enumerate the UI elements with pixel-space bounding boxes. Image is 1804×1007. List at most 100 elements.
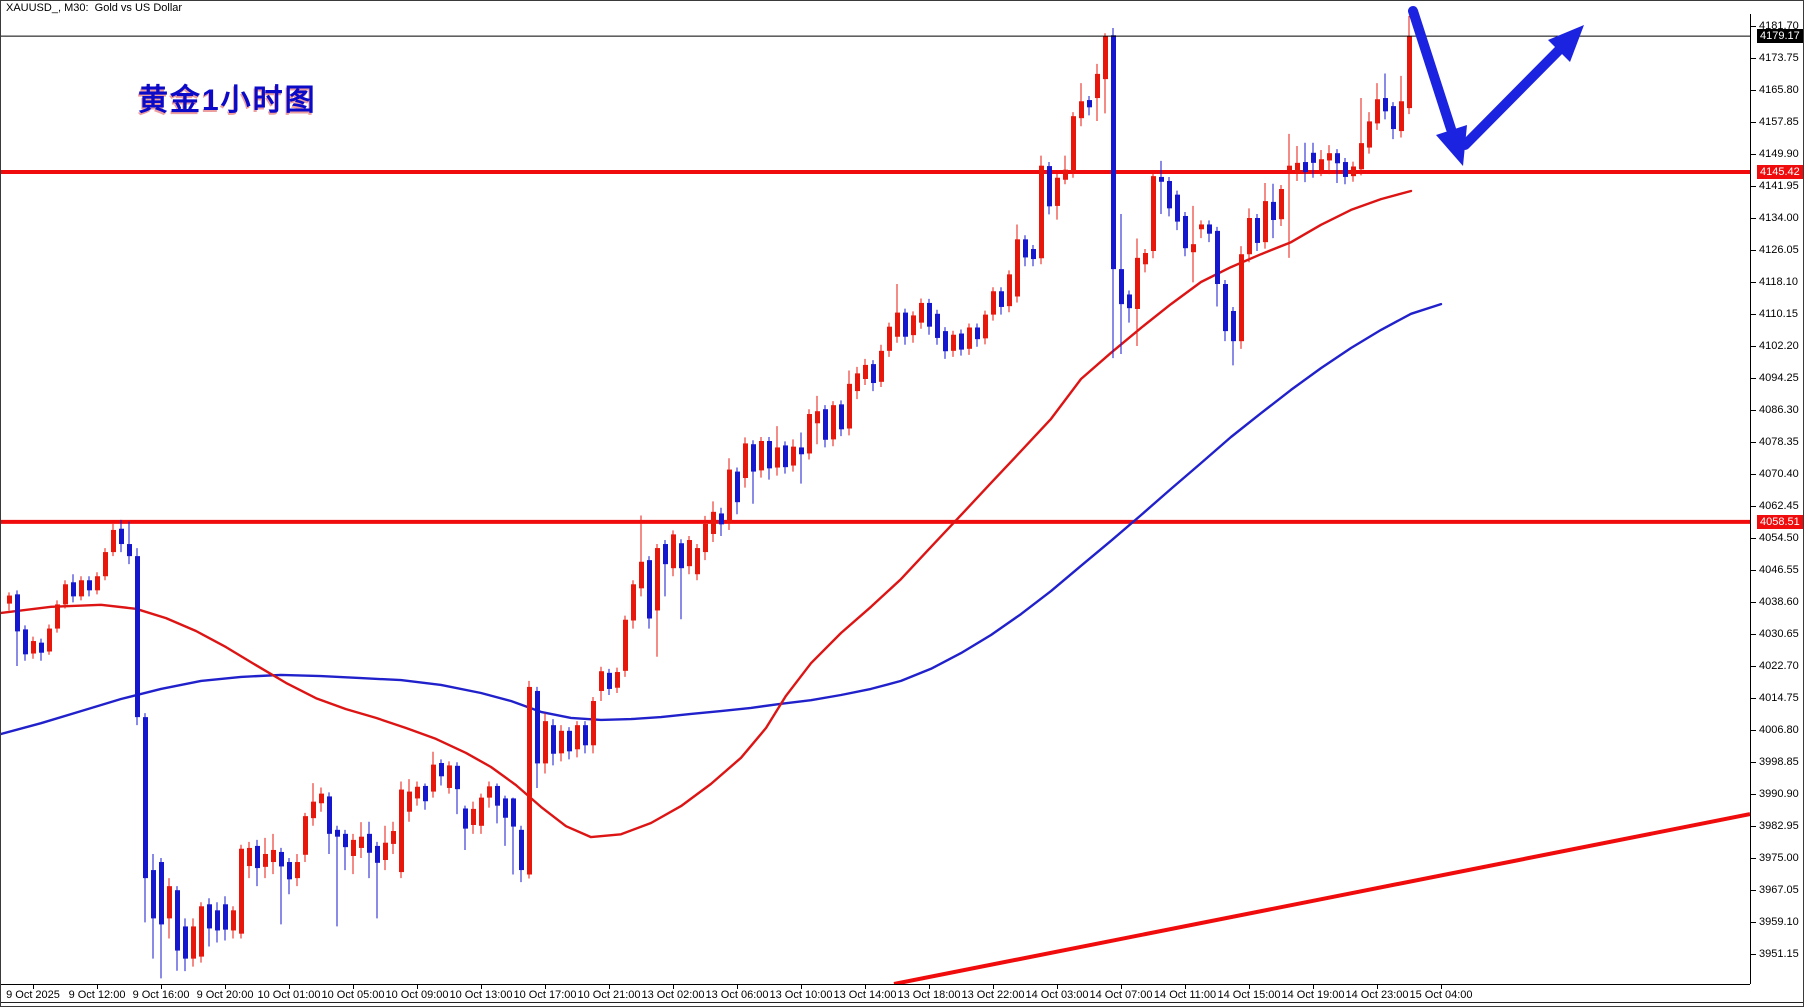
time-tick-mark xyxy=(33,985,34,989)
time-tick-label: 13 Oct 10:00 xyxy=(769,989,833,1001)
time-tick-mark xyxy=(801,985,802,989)
price-tick-label: 4181.70 xyxy=(1759,20,1799,32)
price-tick-mark xyxy=(1751,826,1756,827)
price-tick-mark xyxy=(1751,378,1756,379)
time-axis[interactable]: 9 Oct 2025 9 Oct 12:00 9 Oct 16:00 9 Oct 20… xyxy=(1,984,1750,1002)
price-tick-label: 4126.05 xyxy=(1759,244,1799,256)
time-tick-mark xyxy=(1377,985,1378,989)
chart-text-label[interactable]: 黄金1小时图 xyxy=(138,84,317,117)
price-tick-mark xyxy=(1751,634,1756,635)
price-tick-mark xyxy=(1751,666,1756,667)
price-tick-label: 4118.10 xyxy=(1759,276,1798,288)
price-tick-label: 4110.15 xyxy=(1759,308,1798,320)
time-tick-label: 13 Oct 18:00 xyxy=(897,989,961,1001)
support-resistance-lines[interactable] xyxy=(1,170,1750,524)
time-tick-label: 10 Oct 21:00 xyxy=(577,989,641,1001)
price-axis[interactable]: 4181.70 4173.75 4165.80 4157.85 4149.90 4141.… xyxy=(1750,14,1803,984)
time-tick-label: 9 Oct 2025 xyxy=(6,989,60,1001)
price-tick-mark xyxy=(1751,26,1756,27)
price-tick-mark xyxy=(1751,410,1756,411)
time-tick-label: 10 Oct 01:00 xyxy=(257,989,321,1001)
price-tick-label: 4046.55 xyxy=(1759,564,1799,576)
price-tick-label: 3990.90 xyxy=(1759,788,1799,800)
time-tick-mark xyxy=(353,985,354,989)
time-tick-mark xyxy=(929,985,930,989)
time-tick-mark xyxy=(161,985,162,989)
price-tick-label: 3951.15 xyxy=(1759,948,1799,960)
time-tick-mark xyxy=(417,985,418,989)
price-tick-label: 4086.30 xyxy=(1759,404,1799,416)
price-tick-mark xyxy=(1751,922,1756,923)
candlestick-plot[interactable] xyxy=(1,1,1750,984)
price-tick-mark xyxy=(1751,570,1756,571)
price-tick-label: 4102.20 xyxy=(1759,340,1799,352)
time-tick-mark xyxy=(1121,985,1122,989)
time-tick-label: 14 Oct 15:00 xyxy=(1217,989,1281,1001)
time-tick-label: 10 Oct 13:00 xyxy=(449,989,513,1001)
time-tick-label: 9 Oct 20:00 xyxy=(196,989,254,1001)
price-tick-mark xyxy=(1751,954,1756,955)
price-tick-label: 3967.05 xyxy=(1759,884,1799,896)
time-tick-label: 14 Oct 03:00 xyxy=(1025,989,1089,1001)
time-tick-label: 14 Oct 23:00 xyxy=(1345,989,1409,1001)
time-tick-label: 10 Oct 09:00 xyxy=(385,989,449,1001)
price-tick-label: 4078.35 xyxy=(1759,436,1799,448)
candles xyxy=(7,15,1412,979)
price-tick-mark xyxy=(1751,858,1756,859)
price-tick-mark xyxy=(1751,282,1756,283)
time-tick-label: 14 Oct 19:00 xyxy=(1281,989,1345,1001)
time-tick-mark xyxy=(289,985,290,989)
bid-price-flag: 4179.17 xyxy=(1757,29,1803,44)
price-tick-label: 4054.50 xyxy=(1759,532,1799,544)
trend-line[interactable] xyxy=(893,812,1750,984)
price-tick-mark xyxy=(1751,474,1756,475)
time-tick-label: 14 Oct 11:00 xyxy=(1153,989,1217,1001)
price-tick-label: 4062.45 xyxy=(1759,500,1799,512)
price-tick-mark xyxy=(1751,250,1756,251)
time-tick-label: 14 Oct 07:00 xyxy=(1089,989,1153,1001)
time-tick-mark xyxy=(97,985,98,989)
time-tick-label: 9 Oct 16:00 xyxy=(132,989,190,1001)
price-tick-mark xyxy=(1751,122,1756,123)
time-tick-label: 9 Oct 12:00 xyxy=(68,989,126,1001)
time-tick-label: 10 Oct 05:00 xyxy=(321,989,385,1001)
time-tick-label: 13 Oct 02:00 xyxy=(641,989,705,1001)
time-tick-mark xyxy=(1249,985,1250,989)
support-price-flag: 4058.51 xyxy=(1757,514,1803,529)
price-tick-label: 3982.95 xyxy=(1759,820,1799,832)
price-tick-mark xyxy=(1751,346,1756,347)
time-tick-mark xyxy=(1313,985,1314,989)
resistance-price-flag: 4145.42 xyxy=(1757,165,1803,180)
time-tick-label: 15 Oct 04:00 xyxy=(1409,989,1473,1001)
price-tick-label: 4070.40 xyxy=(1759,468,1799,480)
price-tick-label: 3975.00 xyxy=(1759,852,1799,864)
time-tick-mark xyxy=(1185,985,1186,989)
price-tick-label: 4157.85 xyxy=(1759,116,1799,128)
time-tick-mark xyxy=(609,985,610,989)
price-tick-label: 4030.65 xyxy=(1759,628,1799,640)
price-tick-label: 4014.75 xyxy=(1759,692,1799,704)
price-tick-label: 4022.70 xyxy=(1759,660,1799,672)
price-tick-mark xyxy=(1751,890,1756,891)
price-tick-mark xyxy=(1751,90,1756,91)
forecast-arrow-annotation[interactable] xyxy=(1408,6,1584,166)
time-tick-mark xyxy=(993,985,994,989)
time-tick-label: 13 Oct 14:00 xyxy=(833,989,897,1001)
price-tick-mark xyxy=(1751,218,1756,219)
price-tick-mark xyxy=(1751,186,1756,187)
price-tick-mark xyxy=(1751,154,1756,155)
price-tick-label: 4149.90 xyxy=(1759,148,1799,160)
price-tick-mark xyxy=(1751,698,1756,699)
time-tick-label: 13 Oct 22:00 xyxy=(961,989,1025,1001)
price-tick-mark xyxy=(1751,58,1756,59)
time-tick-label: 10 Oct 17:00 xyxy=(513,989,577,1001)
time-tick-mark xyxy=(737,985,738,989)
price-tick-label: 4173.75 xyxy=(1759,52,1799,64)
price-tick-mark xyxy=(1751,314,1756,315)
price-tick-label: 3998.85 xyxy=(1759,756,1799,768)
price-tick-label: 4006.80 xyxy=(1759,724,1799,736)
price-tick-mark xyxy=(1751,538,1756,539)
time-tick-mark xyxy=(225,985,226,989)
price-tick-label: 3959.10 xyxy=(1759,916,1799,928)
